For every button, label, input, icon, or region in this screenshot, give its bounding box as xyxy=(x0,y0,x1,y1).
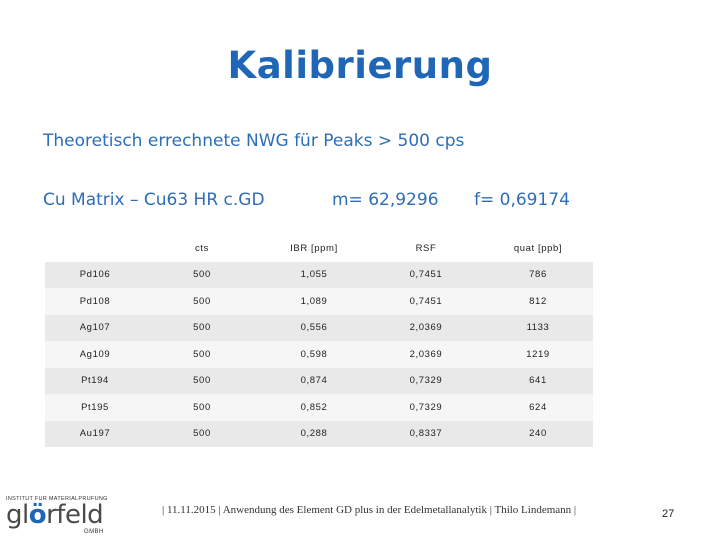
table-row: Pd108 500 1,089 0,7451 812 xyxy=(45,288,593,315)
cell-element: Pd106 xyxy=(45,261,145,288)
cell-element: Pt195 xyxy=(45,394,145,421)
cell-rsf: 0,7451 xyxy=(369,261,483,288)
header-ibr: IBR [ppm] xyxy=(259,235,369,262)
cell-rsf: 2,0369 xyxy=(369,341,483,368)
slide-title: Kalibrierung xyxy=(227,44,493,87)
page-number: 27 xyxy=(662,508,675,520)
cell-cts: 500 xyxy=(145,314,259,341)
calibration-table: cts IBR [ppm] RSF quat [ppb] Pd106 500 1… xyxy=(45,235,593,447)
matrix-label: Cu Matrix – Cu63 HR c.GD xyxy=(43,190,265,210)
header-rsf: RSF xyxy=(369,235,483,262)
cell-cts: 500 xyxy=(145,394,259,421)
matrix-mass: m= 62,9296 xyxy=(332,190,439,210)
table-row: Ag107 500 0,556 2,0369 1133 xyxy=(45,314,593,341)
cell-rsf: 0,7451 xyxy=(369,288,483,315)
matrix-info: Cu Matrix – Cu63 HR c.GD m= 62,9296 f= 0… xyxy=(0,190,720,212)
cell-rsf: 0,7329 xyxy=(369,394,483,421)
table-row: Au197 500 0,288 0,8337 240 xyxy=(45,420,593,447)
cell-cts: 500 xyxy=(145,288,259,315)
cell-quat: 641 xyxy=(483,367,593,394)
cell-quat: 786 xyxy=(483,261,593,288)
slide-subtitle: Theoretisch errechnete NWG für Peaks > 5… xyxy=(43,131,465,151)
cell-element: Ag109 xyxy=(45,341,145,368)
logo-wordmark: glörfeld xyxy=(6,500,104,530)
matrix-factor: f= 0,69174 xyxy=(474,190,570,210)
cell-quat: 624 xyxy=(483,394,593,421)
cell-ibr: 0,556 xyxy=(259,314,369,341)
header-quat: quat [ppb] xyxy=(483,235,593,262)
cell-quat: 240 xyxy=(483,420,593,447)
table-row: Pt195 500 0,852 0,7329 624 xyxy=(45,394,593,421)
footer-text: | 11.11.2015 | Anwendung des Element GD … xyxy=(162,504,577,516)
logo-wordmark-accent: ö xyxy=(28,500,47,530)
cell-cts: 500 xyxy=(145,420,259,447)
cell-element: Ag107 xyxy=(45,314,145,341)
logo-sub-text: GMBH xyxy=(84,529,104,535)
logo-wordmark-prefix: gl xyxy=(6,500,29,530)
cell-element: Pt194 xyxy=(45,367,145,394)
cell-quat: 812 xyxy=(483,288,593,315)
cell-ibr: 0,288 xyxy=(259,420,369,447)
table-row: Ag109 500 0,598 2,0369 1219 xyxy=(45,341,593,368)
cell-quat: 1133 xyxy=(483,314,593,341)
cell-ibr: 0,598 xyxy=(259,341,369,368)
logo-top-text: INSTITUT FÜR MATERIALPRÜFUNG xyxy=(6,496,108,502)
cell-ibr: 1,089 xyxy=(259,288,369,315)
cell-quat: 1219 xyxy=(483,341,593,368)
cell-cts: 500 xyxy=(145,341,259,368)
header-element xyxy=(45,235,145,262)
cell-rsf: 0,7329 xyxy=(369,367,483,394)
table-header-row: cts IBR [ppm] RSF quat [ppb] xyxy=(45,235,593,262)
cell-cts: 500 xyxy=(145,367,259,394)
cell-rsf: 0,8337 xyxy=(369,420,483,447)
table-row: Pt194 500 0,874 0,7329 641 xyxy=(45,367,593,394)
cell-element: Pd108 xyxy=(45,288,145,315)
company-logo: INSTITUT FÜR MATERIALPRÜFUNG glörfeld GM… xyxy=(6,496,128,536)
table-row: Pd106 500 1,055 0,7451 786 xyxy=(45,261,593,288)
cell-cts: 500 xyxy=(145,261,259,288)
cell-ibr: 0,874 xyxy=(259,367,369,394)
cell-element: Au197 xyxy=(45,420,145,447)
cell-ibr: 1,055 xyxy=(259,261,369,288)
logo-wordmark-suffix: rfeld xyxy=(46,500,104,530)
header-cts: cts xyxy=(145,235,259,262)
cell-ibr: 0,852 xyxy=(259,394,369,421)
cell-rsf: 2,0369 xyxy=(369,314,483,341)
